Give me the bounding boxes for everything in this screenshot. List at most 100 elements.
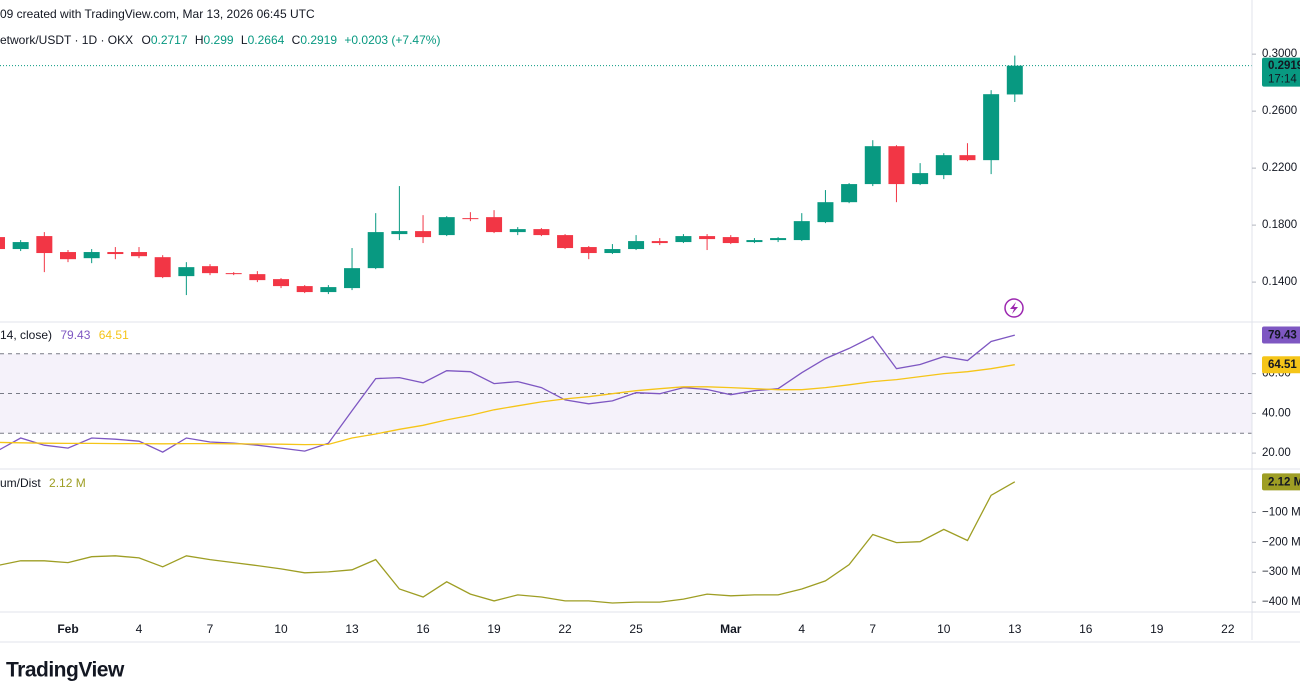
ohlc-value: 0.299 xyxy=(204,33,234,47)
y-tick-label: 0.1800 xyxy=(1262,219,1297,231)
adl-title: um/Dist xyxy=(0,476,41,490)
ohlc-value: 0.2717 xyxy=(151,33,188,47)
last-price-label: 0.2919 xyxy=(1268,60,1300,72)
candle-body xyxy=(367,232,384,269)
x-tick-label: 22 xyxy=(1221,622,1235,636)
candle-body xyxy=(12,242,29,250)
y-tick-label: 40.00 xyxy=(1262,407,1291,419)
candle-body xyxy=(438,217,455,236)
alert-icon xyxy=(1004,298,1024,318)
candle-body xyxy=(83,252,100,259)
adl-legend: um/Dist 2.12 M xyxy=(0,476,86,490)
candle-body xyxy=(864,146,881,185)
x-tick-label: Feb xyxy=(57,622,78,636)
candle-body xyxy=(604,249,621,254)
candle-body xyxy=(36,236,53,254)
indicator-line xyxy=(0,364,1015,446)
candle-body xyxy=(722,237,739,244)
candle-body xyxy=(817,202,834,223)
candle-body xyxy=(699,236,716,240)
symbol-name: etwork/USDT · 1D · OKX xyxy=(0,33,133,47)
ohlc-value: 0.2919 xyxy=(300,33,337,47)
plot-area xyxy=(0,55,1252,604)
brand-logo: TradingView xyxy=(6,659,125,682)
snapshot-header: 09 created with TradingView.com, Mar 13,… xyxy=(0,7,315,21)
candle-body xyxy=(959,155,976,161)
candle-body xyxy=(391,231,408,235)
x-tick-label: 13 xyxy=(1008,622,1022,636)
candle-body xyxy=(154,257,171,278)
x-tick-label: 4 xyxy=(136,622,143,636)
candle-body xyxy=(178,267,195,277)
adl-value: 2.12 M xyxy=(49,476,86,490)
candle-body xyxy=(628,241,645,250)
candle-body xyxy=(651,241,668,244)
candle-body xyxy=(344,268,361,289)
x-tick-label: Mar xyxy=(720,622,742,636)
ohlc-label: O xyxy=(141,33,150,47)
x-tick-label: 7 xyxy=(869,622,876,636)
candle-body xyxy=(675,236,692,243)
rsi-ma-value: 64.51 xyxy=(99,328,129,342)
bar-countdown: 17:14 xyxy=(1268,74,1297,86)
price-change: +0.0203 (+7.47%) xyxy=(344,33,440,47)
symbol-legend: etwork/USDT · 1D · OKX O0.2717 H0.299 L 0… xyxy=(0,33,440,47)
candle-body xyxy=(273,279,290,287)
candle-body xyxy=(912,173,929,185)
rsi-legend: 14, close) 79.43 64.51 xyxy=(0,328,129,342)
candle-body xyxy=(935,155,952,176)
x-tick-label: 4 xyxy=(798,622,805,636)
candle-body xyxy=(462,218,479,220)
candle-body xyxy=(1006,65,1023,95)
y-tick-label: 0.1400 xyxy=(1262,276,1297,288)
rsi-title: 14, close) xyxy=(0,328,52,342)
x-tick-label: 13 xyxy=(345,622,359,636)
candle-body xyxy=(841,184,858,203)
y-tick-label: −100 M xyxy=(1262,506,1300,518)
x-tick-label: 25 xyxy=(629,622,643,636)
y-tick-label: −200 M xyxy=(1262,536,1300,548)
candle-body xyxy=(770,238,787,241)
candle-body xyxy=(202,266,219,274)
value-badge-label: 64.51 xyxy=(1268,359,1297,371)
indicator-line xyxy=(0,481,1016,604)
y-tick-label: 20.00 xyxy=(1262,447,1291,459)
candle-body xyxy=(557,235,574,249)
candle-body xyxy=(320,287,337,293)
indicator-line xyxy=(0,334,1015,453)
y-tick-label: 0.2200 xyxy=(1262,162,1297,174)
x-tick-label: 19 xyxy=(1150,622,1164,636)
x-tick-label: 19 xyxy=(487,622,501,636)
y-tick-label: 0.2600 xyxy=(1262,105,1297,117)
x-tick-label: 16 xyxy=(1079,622,1093,636)
x-tick-label: 22 xyxy=(558,622,572,636)
value-badge-label: 79.43 xyxy=(1268,330,1297,342)
ohlc-label: H xyxy=(195,33,204,47)
last-price-badge xyxy=(1262,57,1300,87)
x-tick-label: 16 xyxy=(416,622,430,636)
value-badge xyxy=(1262,326,1300,344)
candle-body xyxy=(0,237,5,250)
candle-body xyxy=(793,221,810,241)
rsi-value: 79.43 xyxy=(60,328,90,342)
candle-body xyxy=(131,252,148,257)
candle-body xyxy=(415,231,432,238)
candle-body xyxy=(107,252,124,255)
ohlc-label: L xyxy=(241,33,248,47)
candle-body xyxy=(533,229,550,236)
candle-body xyxy=(60,252,76,260)
x-tick-label: 7 xyxy=(207,622,214,636)
candle-body xyxy=(888,146,905,185)
y-tick-label: 0.3000 xyxy=(1262,48,1297,60)
candle-body xyxy=(249,274,266,281)
ohlc-label: C xyxy=(292,33,301,47)
y-tick-label: −400 M xyxy=(1262,596,1300,608)
x-tick-label: 10 xyxy=(274,622,288,636)
value-badge xyxy=(1262,473,1300,491)
y-tick-label: −300 M xyxy=(1262,566,1300,578)
candle-body xyxy=(983,94,1000,161)
candle-body xyxy=(580,247,597,254)
x-tick-label: 10 xyxy=(937,622,951,636)
